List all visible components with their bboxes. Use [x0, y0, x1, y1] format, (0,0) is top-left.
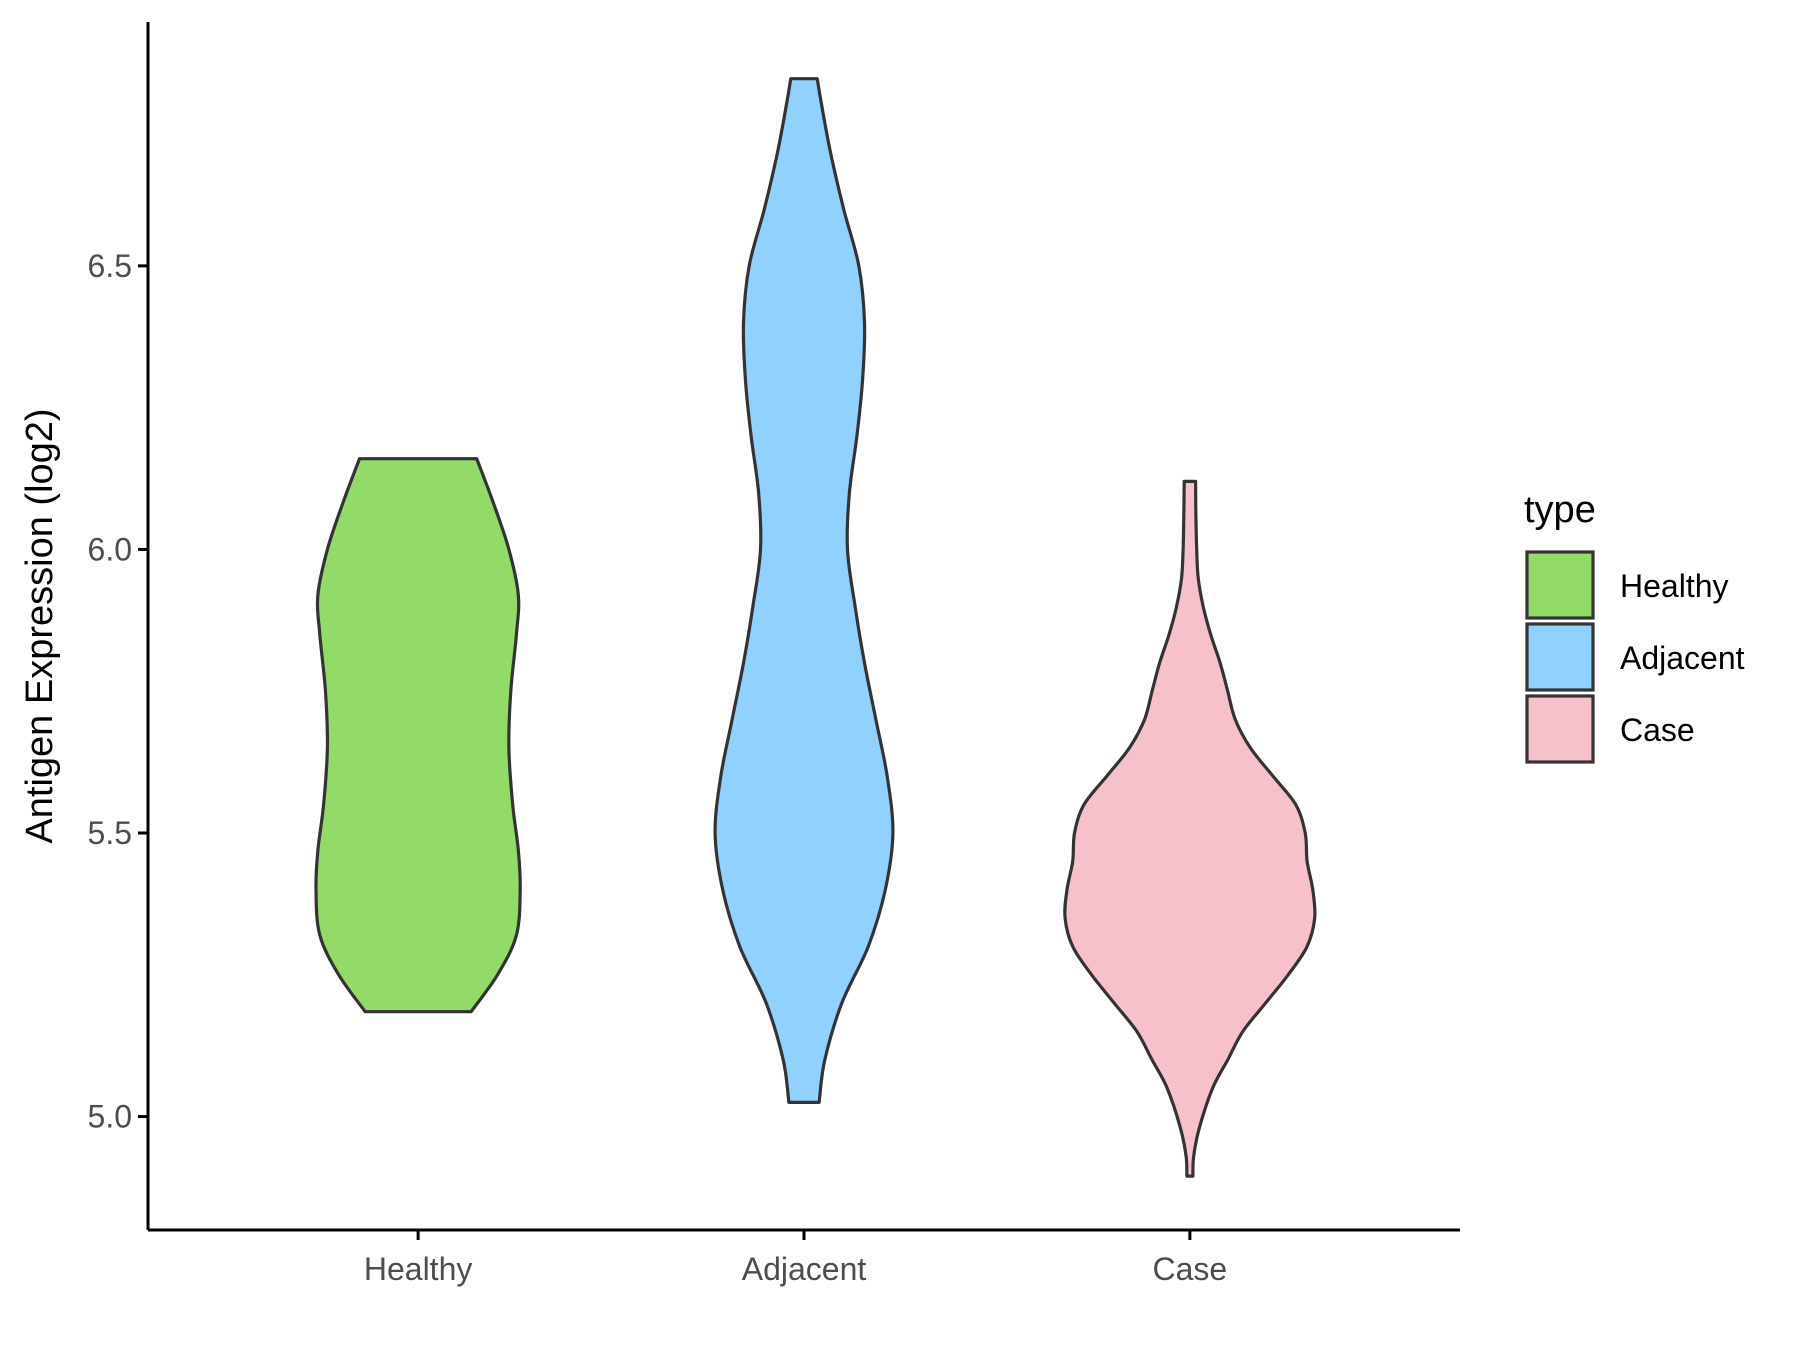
- legend-label-healthy: Healthy: [1620, 568, 1729, 604]
- legend-swatch-case: [1525, 694, 1595, 764]
- axes: 5.0 5.5 6.0 6.5 Healthy Adjacent Case: [88, 22, 1460, 1287]
- y-axis-title: Antigen Expression (log2): [19, 408, 61, 843]
- legend-items: Healthy Adjacent Case: [1525, 550, 1745, 764]
- x-tick-label: Adjacent: [742, 1251, 867, 1287]
- violin-adjacent: [713, 77, 895, 1104]
- y-axis-ticks: 5.0 5.5 6.0 6.5: [88, 248, 148, 1135]
- y-tick-label: 6.5: [88, 248, 132, 284]
- y-tick-label: 5.5: [88, 815, 132, 851]
- violin-case: [1063, 479, 1317, 1178]
- y-tick-label: 6.0: [88, 531, 132, 567]
- violin-layer: [314, 77, 1317, 1178]
- legend-swatch-adjacent: [1525, 622, 1595, 692]
- y-tick-label: 5.0: [88, 1099, 132, 1135]
- x-tick-label: Case: [1153, 1251, 1228, 1287]
- legend-title: type: [1524, 489, 1596, 531]
- legend: type Healthy Adjacent Case: [1524, 489, 1745, 764]
- legend-swatch-healthy: [1525, 550, 1595, 620]
- x-axis-ticks: Healthy Adjacent Case: [364, 1230, 1227, 1287]
- legend-label-case: Case: [1620, 712, 1695, 748]
- legend-label-adjacent: Adjacent: [1620, 640, 1745, 676]
- violin-healthy: [314, 457, 522, 1014]
- x-tick-label: Healthy: [364, 1251, 473, 1287]
